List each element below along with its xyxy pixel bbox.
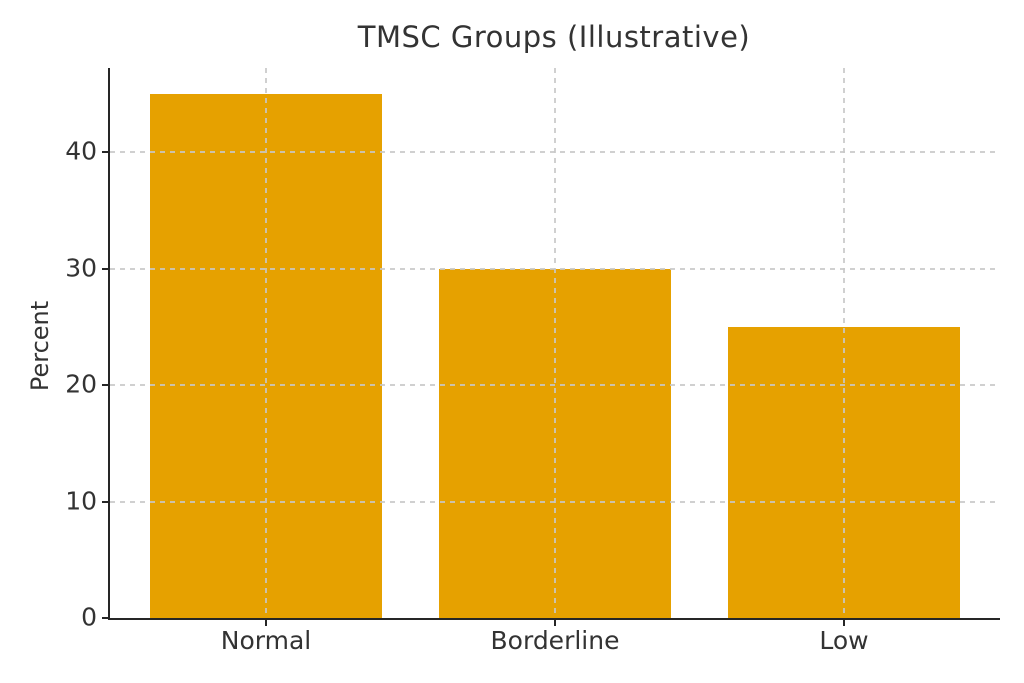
x-tick-label-borderline: Borderline [490, 626, 620, 655]
y-tick-label: 40 [65, 136, 97, 166]
y-tick-mark [102, 384, 110, 387]
y-tick-label: 0 [81, 602, 97, 632]
chart-title: TMSC Groups (Illustrative) [357, 20, 751, 54]
x-tick-mark [265, 618, 268, 626]
v-gridline [265, 68, 268, 618]
x-tick-mark [554, 618, 556, 626]
y-tick-mark [102, 617, 110, 619]
y-tick-mark [102, 267, 110, 270]
v-gridline [554, 68, 556, 618]
y-tick-mark [102, 500, 110, 503]
x-tick-label-low: Low [819, 626, 869, 655]
v-gridline [842, 68, 845, 618]
y-tick-mark [102, 151, 110, 154]
x-tick-mark [842, 618, 845, 626]
y-tick-label: 20 [65, 369, 97, 399]
x-tick-label-normal: Normal [220, 626, 312, 655]
y-tick-label: 10 [65, 485, 97, 515]
y-tick-label: 30 [65, 253, 97, 283]
plot-area: 0 10 20 30 40 Normal Borderline Low [65, 68, 1000, 655]
y-axis-label: Percent [26, 300, 54, 392]
